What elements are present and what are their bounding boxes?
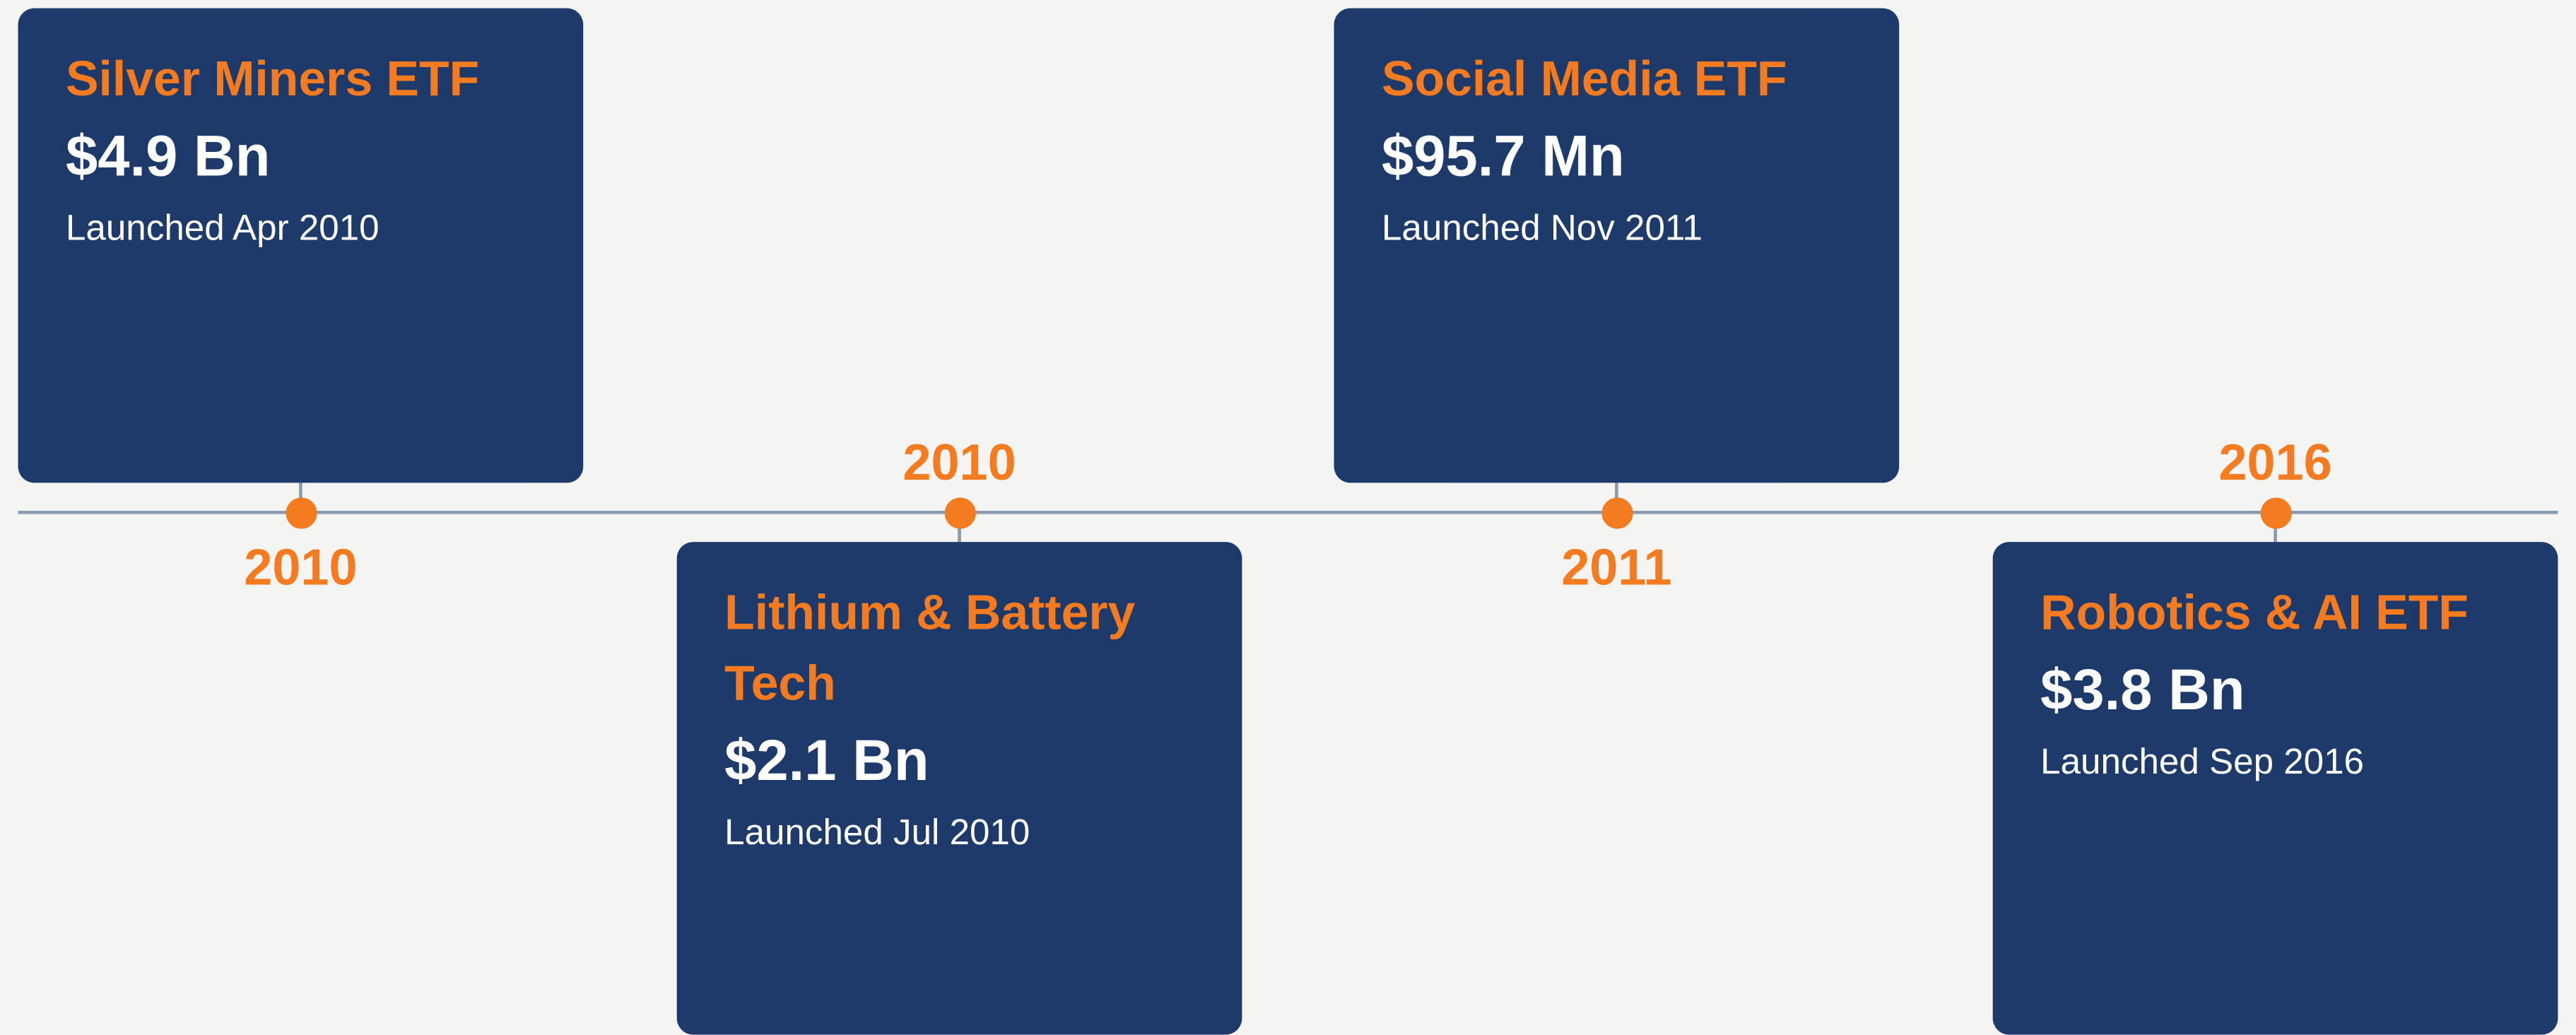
event-title: Silver Miners ETF (65, 52, 480, 107)
timeline-dot (285, 497, 317, 529)
event-year: 2016 (2218, 433, 2332, 492)
connector (299, 483, 302, 513)
event-launch-date: Launched Jul 2010 (724, 811, 1030, 853)
event-launch-date: Launched Apr 2010 (65, 206, 380, 249)
event-value: $2.1 Bn (724, 729, 929, 793)
event-card: Social Media ETF $95.7 Mn Launched Nov 201… (1334, 8, 1900, 483)
event-title: Lithium & Battery Tech (724, 586, 1136, 711)
timeline-axis (18, 510, 2558, 514)
event-card: Lithium & Battery Tech $2.1 Bn Launched Ju… (676, 542, 1242, 1035)
event-title: Social Media ETF (1381, 52, 1787, 107)
timeline: Silver Miners ETF $4.9 Bn Launched Apr 201… (18, 8, 2558, 1035)
timeline-dot (943, 497, 975, 529)
timeline-dot (1601, 497, 1633, 529)
event-value: $4.9 Bn (65, 124, 271, 189)
event-year: 2010 (902, 433, 1016, 492)
connector (1615, 483, 1618, 513)
event-launch-date: Launched Nov 2011 (1381, 206, 1703, 249)
page: Silver Miners ETF $4.9 Bn Launched Apr 201… (18, 8, 2558, 1035)
event-year: 2011 (1561, 538, 1672, 596)
event-title: Robotics & AI ETF (2040, 586, 2469, 641)
event-value: $95.7 Mn (1381, 124, 1625, 189)
event-launch-date: Launched Sep 2016 (2040, 740, 2365, 782)
event-value: $3.8 Bn (2040, 658, 2245, 723)
timeline-dot (2259, 497, 2291, 529)
event-card: Silver Miners ETF $4.9 Bn Launched Apr 201… (18, 8, 584, 483)
event-card: Robotics & AI ETF $3.8 Bn Launched Sep 201… (1992, 542, 2558, 1035)
event-year: 2010 (244, 538, 358, 596)
